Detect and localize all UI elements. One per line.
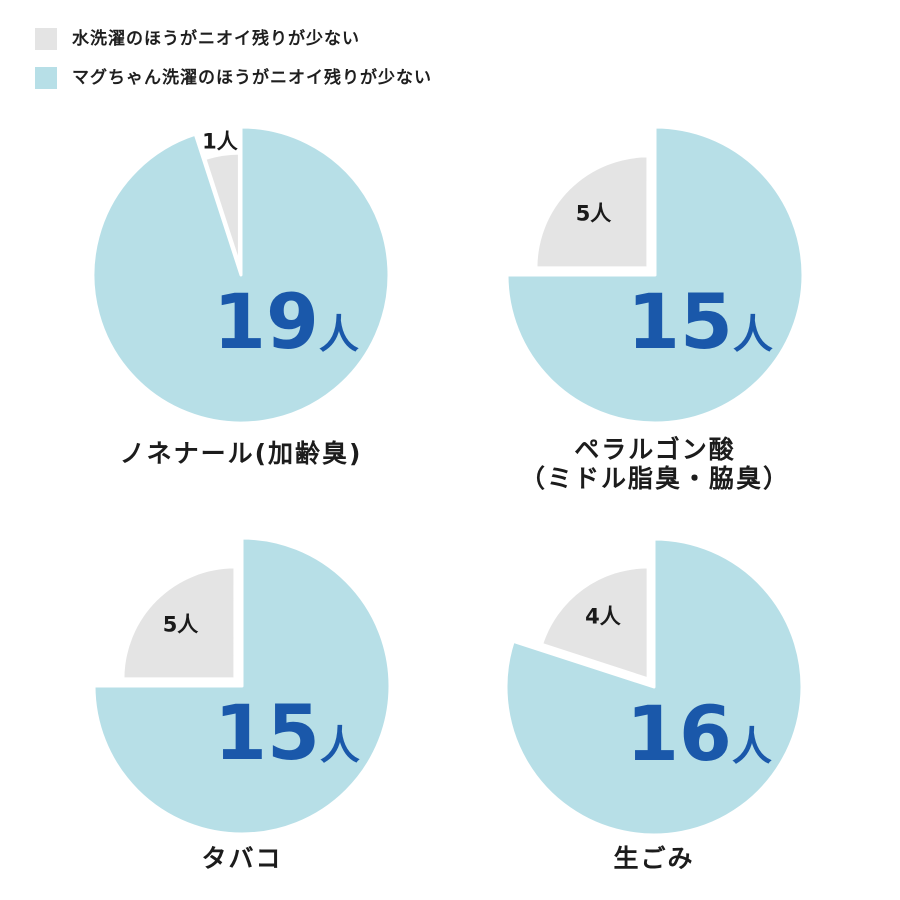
magchan-count-label: 15人: [214, 688, 360, 777]
legend-item-magchan: マグちゃん洗濯のほうがニオイ残りが少ない: [35, 67, 432, 89]
water-count-label: 4人: [585, 605, 621, 629]
water-count-label: 1人: [202, 130, 238, 154]
legend-label-water: 水洗濯のほうがニオイ残りが少ない: [72, 29, 360, 49]
magchan-count-label: 19人: [213, 277, 359, 366]
pie-slice-water: [540, 565, 650, 681]
magchan-count-label: 16人: [626, 689, 772, 778]
pie-chart-pelargonic-acid: 15人 5人: [505, 125, 805, 425]
chart-title-pelargonic-acid: ペラルゴン酸 （ミドル脂臭・脇臭）: [519, 435, 790, 493]
water-count-label: 5人: [163, 613, 199, 637]
legend-label-magchan: マグちゃん洗濯のほうがニオイ残りが少ない: [72, 68, 432, 88]
pie-slice-water: [203, 151, 241, 267]
magchan-color-swatch: [35, 67, 57, 89]
legend-item-water: 水洗濯のほうがニオイ残りが少ない: [35, 28, 432, 50]
pie-slice-magchan: [91, 125, 391, 425]
water-color-swatch: [35, 28, 57, 50]
pie-chart-garbage: 16人 4人: [504, 537, 804, 837]
pie-slice-magchan: [504, 537, 804, 837]
water-count-label: 5人: [576, 202, 612, 226]
chart-title-nonenal: ノネナール(加齢臭): [119, 439, 363, 468]
pie-slice-water: [121, 565, 237, 681]
pie-slice-magchan: [505, 125, 805, 425]
pie-chart-nonenal: 19人 1人: [91, 125, 391, 425]
legend: 水洗濯のほうがニオイ残りが少ない マグちゃん洗濯のほうがニオイ残りが少ない: [35, 28, 432, 89]
pie-chart-tobacco: 15人 5人: [92, 536, 392, 836]
chart-title-garbage: 生ごみ: [613, 844, 695, 873]
chart-title-tobacco: タバコ: [201, 844, 283, 873]
magchan-count-label: 15人: [627, 277, 773, 366]
pie-slice-water: [534, 154, 650, 270]
pie-slice-magchan: [92, 536, 392, 836]
